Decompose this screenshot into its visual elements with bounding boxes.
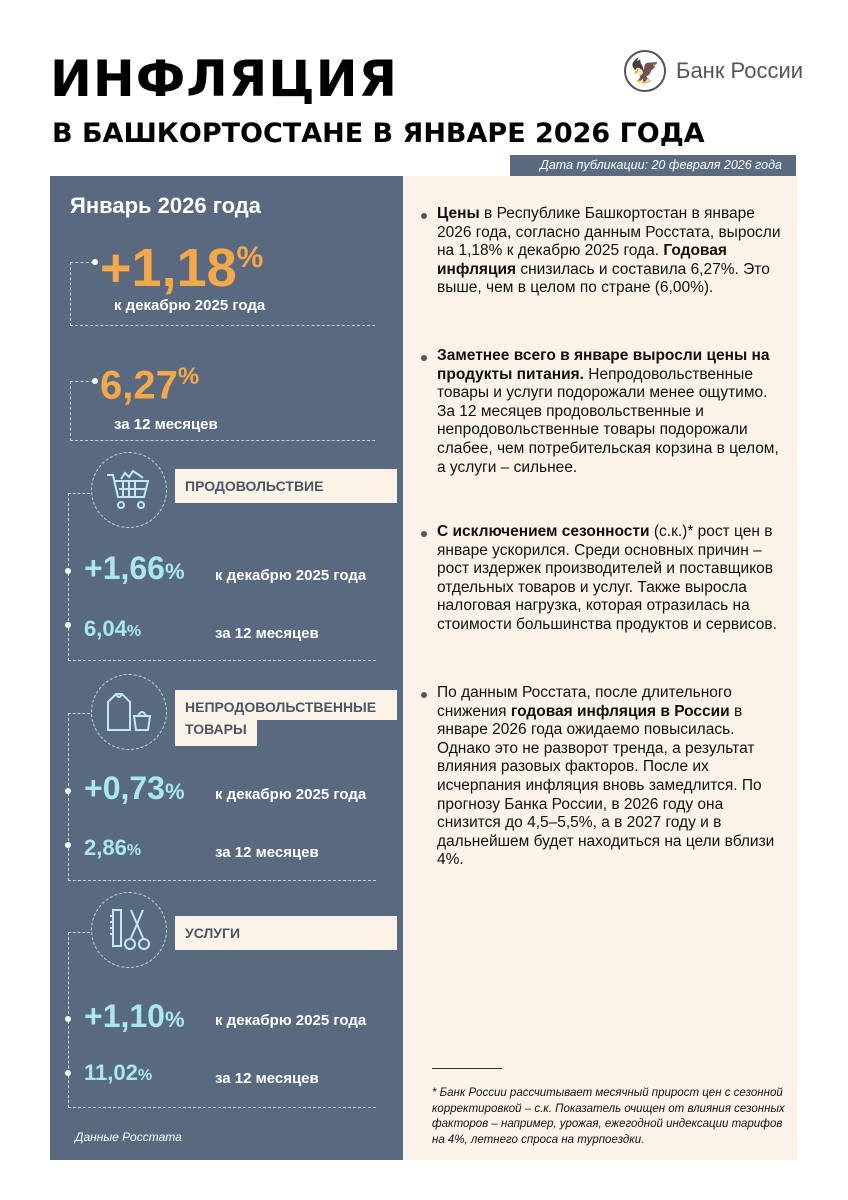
dot: [92, 378, 98, 384]
page-subtitle: В БАШКОРТОСТАНЕ В ЯНВАРЕ 2026 ГОДА: [52, 118, 705, 149]
bullet: [421, 692, 427, 698]
bracket: [70, 262, 375, 326]
footnote-divider: [432, 1068, 502, 1069]
bracket: [68, 493, 376, 661]
bank-logo: 🦅 Банк России: [624, 50, 803, 92]
paragraph-3: С исключением сезонности (с.к.)* рост це…: [437, 523, 787, 635]
bracket: [68, 713, 376, 881]
bold-text: С исключением сезонности: [437, 523, 650, 540]
clothing-bag-icon: [91, 674, 167, 750]
page-title: ИНФЛЯЦИЯ: [50, 50, 399, 108]
nonfood-monthly-label: к декабрю 2025 года: [215, 786, 367, 803]
bullet: [421, 213, 427, 219]
text: в Республике Башкортостан в январе 2026 …: [437, 205, 781, 260]
monthly-inflation: +1,18%: [100, 238, 264, 298]
footnote: * Банк России рассчитывает месячный прир…: [432, 1087, 785, 1146]
period-title: Январь 2026 года: [70, 193, 261, 218]
publication-date: Дата публикации: 20 февраля 2026 года: [510, 155, 796, 176]
category-label-food: ПРОДОВОЛЬСТВИЕ: [175, 469, 397, 503]
logo-text: Банк России: [676, 58, 804, 83]
category-label-nonfood: НЕПРОДОВОЛЬСТВЕННЫЕ: [175, 690, 397, 720]
services-annual: 11,02%: [84, 1060, 153, 1085]
annual-label: за 12 месяцев: [114, 416, 218, 433]
nonfood-annual: 2,86%: [84, 835, 142, 860]
eagle-icon: 🦅: [624, 50, 666, 92]
text: (с.к.)* рост цен в январе ускорился. Сре…: [437, 523, 777, 633]
category-label-nonfood-line2: ТОВАРЫ: [175, 718, 257, 746]
food-monthly-label: к декабрю 2025 года: [215, 567, 367, 584]
source-note: Данные Росстата: [75, 1130, 182, 1144]
text: в январе 2026 года ожидаемо повысилась. …: [437, 702, 775, 869]
shopping-cart-icon: [91, 452, 167, 528]
category-label-services: УСЛУГИ: [175, 916, 397, 950]
bold-text: Годовая инфляция: [437, 242, 727, 278]
bracket: [70, 381, 375, 441]
food-annual: 6,04%: [84, 616, 142, 641]
dot: [92, 259, 98, 265]
stats-panel: [50, 176, 403, 1160]
paragraph-1: Цены в Республике Башкортостан в январе …: [437, 205, 787, 298]
paragraph-4: По данным Росстата, после длительного сн…: [437, 684, 787, 870]
services-monthly: +1,10%: [84, 998, 185, 1034]
text: По данным Росстата, после длительного сн…: [437, 684, 732, 720]
food-annual-label: за 12 месяцев: [215, 625, 319, 642]
nonfood-annual-label: за 12 месяцев: [215, 844, 319, 861]
bold-text: Цены: [437, 205, 480, 222]
food-monthly: +1,66%: [84, 550, 185, 586]
bold-text: Заметнее всего в январе выросли цены на …: [437, 347, 770, 383]
bold-text: годовая инфляция в России: [510, 702, 730, 720]
services-annual-label: за 12 месяцев: [215, 1070, 319, 1087]
comb-scissors-icon: [91, 892, 167, 968]
text-panel: [403, 176, 797, 1160]
monthly-label: к декабрю 2025 года: [114, 297, 266, 314]
bullet: [421, 355, 427, 361]
services-monthly-label: к декабрю 2025 года: [215, 1012, 367, 1029]
text: Непродовольственные товары и услуги подо…: [437, 365, 779, 476]
annual-inflation: 6,27%: [100, 363, 200, 408]
bullet: [421, 531, 427, 537]
text: снизилась и составила 6,27%. Это выше, ч…: [437, 260, 770, 297]
nonfood-monthly: +0,73%: [84, 770, 185, 806]
paragraph-2: Заметнее всего в январе выросли цены на …: [437, 347, 787, 477]
